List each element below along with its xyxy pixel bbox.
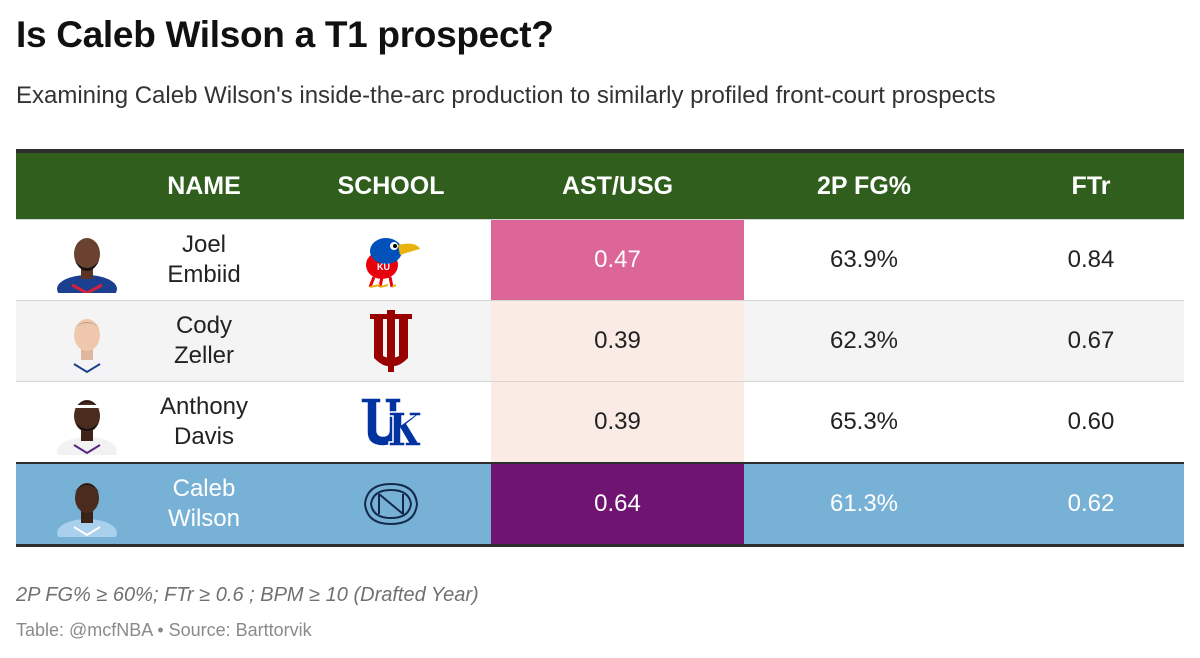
- ftr-cell: 0.62: [1067, 490, 1115, 517]
- player-name: Anthony Davis: [159, 393, 249, 450]
- ast-usg-cell: 0.64: [491, 464, 744, 544]
- ftr-cell: 0.60: [1067, 408, 1115, 435]
- 2p-fg-cell: 63.9%: [829, 246, 899, 273]
- unc-nc-logo-icon: [346, 464, 436, 544]
- column-header-name: NAME: [167, 172, 241, 200]
- player-headshot-icon: [46, 301, 128, 381]
- ast-usg-cell: 0.39: [491, 301, 744, 381]
- ftr-cell: 0.67: [1067, 327, 1115, 354]
- ast-usg-cell: 0.39: [491, 382, 744, 462]
- kentucky-uk-logo-icon: [346, 382, 436, 462]
- ftr-cell: 0.84: [1067, 246, 1115, 273]
- column-header-ast-usg: AST/USG: [561, 172, 674, 200]
- table-row: Joel Embiid KU 0.47 63.9% 0.84: [16, 219, 1184, 300]
- column-header-2p-fg: 2P FG%: [816, 172, 912, 200]
- source-credit: Table: @mcfNBA • Source: Barttorvik: [16, 620, 312, 640]
- chart-subtitle: Examining Caleb Wilson's inside-the-arc …: [16, 82, 996, 109]
- table-header: NAME SCHOOL AST/USG 2P FG% FTr: [16, 153, 1184, 219]
- 2p-fg-cell: 65.3%: [829, 408, 899, 435]
- player-name: Cody Zeller: [173, 312, 234, 369]
- svg-text:KU: KU: [377, 262, 390, 272]
- indiana-iu-logo-icon: [346, 301, 436, 381]
- chart-title: Is Caleb Wilson a T1 prospect?: [16, 14, 554, 55]
- table-row-highlighted: Caleb Wilson 0.64 61.3% 0.62: [16, 462, 1184, 544]
- player-headshot-icon: [46, 464, 128, 544]
- column-header-school: SCHOOL: [337, 172, 445, 200]
- player-name: Caleb Wilson: [167, 475, 240, 532]
- player-headshot-icon: [46, 382, 128, 462]
- criteria-footnote: 2P FG% ≥ 60%; FTr ≥ 0.6 ; BPM ≥ 10 (Draf…: [16, 584, 479, 606]
- table-row: Cody Zeller 0.39 62.3% 0.67: [16, 300, 1184, 381]
- 2p-fg-cell: 61.3%: [829, 490, 899, 517]
- comparison-table: NAME SCHOOL AST/USG 2P FG% FTr Joel Embii…: [16, 149, 1184, 547]
- table-row: Anthony Davis 0.39 65.3% 0.60: [16, 381, 1184, 462]
- column-header-ftr: FTr: [1071, 172, 1111, 200]
- player-name: Joel Embiid: [167, 231, 241, 288]
- 2p-fg-cell: 62.3%: [829, 327, 899, 354]
- kansas-jayhawk-logo-icon: KU: [346, 220, 436, 300]
- player-headshot-icon: [46, 220, 128, 300]
- ast-usg-cell: 0.47: [491, 220, 744, 300]
